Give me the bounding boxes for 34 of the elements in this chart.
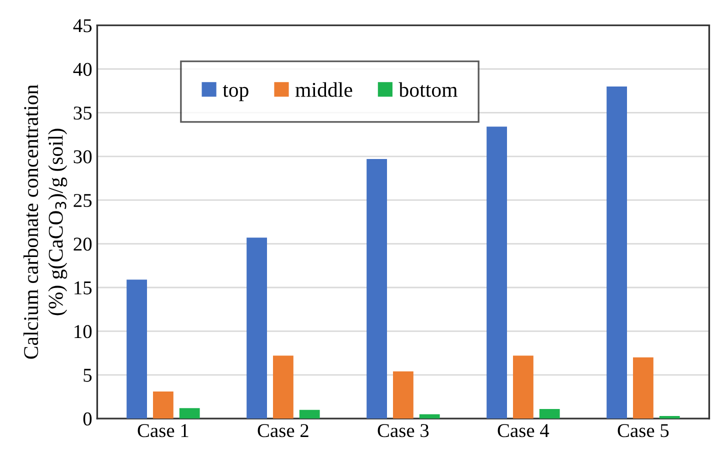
bar [246,238,267,419]
y-tick-label: 5 [84,368,92,382]
bar [299,410,320,419]
bar [606,86,627,419]
y-tick-label: 0 [83,412,92,426]
y-tick-label: 20 [74,238,92,251]
bar [513,356,534,419]
bar [486,126,507,419]
legend-label: top [222,84,248,102]
legend-label: middle [295,82,352,97]
bar [393,371,414,419]
x-tick-label: Case 1 [138,424,188,438]
y-tick-label: 25 [74,194,92,208]
bar [153,392,174,419]
bar [633,357,654,419]
y-tick-label: 30 [74,150,92,164]
bar [419,414,440,419]
y-tick-label: 10 [74,325,92,338]
bar [659,416,680,419]
y-tick-label: 45 [73,19,92,32]
y-axis-title: Calcium carbonate concentration (%) g(CaCO$_{3}$)/g (soil) [23,84,68,359]
x-tick-label: Case 3 [378,424,429,438]
y-tick-label: 15 [74,281,92,294]
x-tick-label: Case 4 [498,424,550,438]
bar [539,408,560,419]
bar [126,280,147,419]
x-tick-label: Case 2 [258,424,308,438]
bar [366,159,387,419]
bar [273,356,294,419]
y-tick-label: 40 [73,62,92,76]
bar [179,408,200,419]
y-tick-label: 35 [74,106,92,120]
legend-label: bottom [398,82,458,97]
x-tick-label: Case 5 [618,424,669,438]
